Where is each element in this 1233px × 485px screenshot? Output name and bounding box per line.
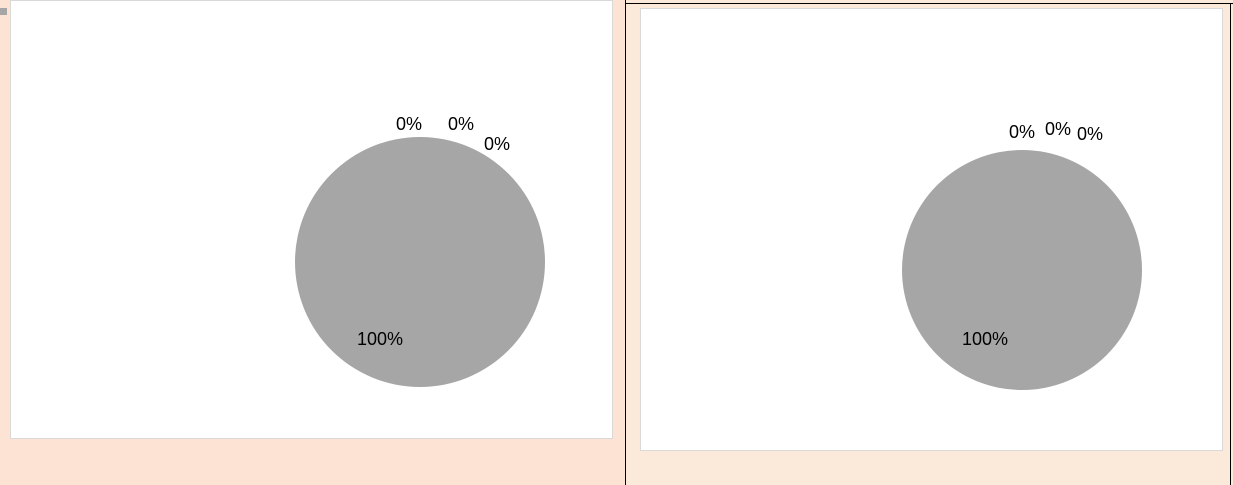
data-label: 0% <box>484 134 510 154</box>
data-label: 0% <box>1077 124 1103 144</box>
pie-slice <box>295 137 545 387</box>
data-label: 0% <box>396 114 422 134</box>
pie-slice <box>902 150 1142 390</box>
legend-swatch <box>0 8 7 15</box>
data-label: 0% <box>1045 119 1071 139</box>
top-rule <box>626 3 1233 4</box>
data-label: 100% <box>962 329 1008 349</box>
data-label: 100% <box>357 329 403 349</box>
divider <box>625 0 626 485</box>
data-label: 0% <box>1009 122 1035 142</box>
right-rule <box>1230 3 1231 485</box>
data-label: 0% <box>448 114 474 134</box>
